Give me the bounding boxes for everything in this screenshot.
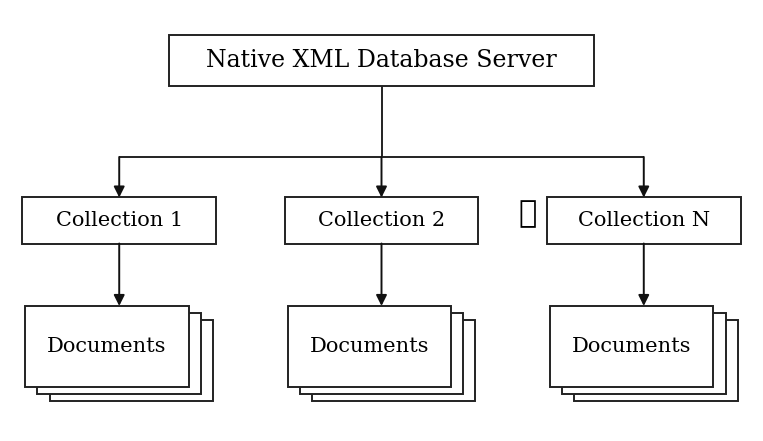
FancyBboxPatch shape xyxy=(547,198,741,243)
FancyBboxPatch shape xyxy=(22,198,216,243)
Text: Collection 2: Collection 2 xyxy=(318,211,445,230)
FancyBboxPatch shape xyxy=(550,306,713,387)
FancyBboxPatch shape xyxy=(285,198,478,243)
FancyBboxPatch shape xyxy=(312,320,475,401)
FancyBboxPatch shape xyxy=(25,306,188,387)
FancyBboxPatch shape xyxy=(169,35,594,86)
Text: Documents: Documents xyxy=(571,337,691,356)
FancyBboxPatch shape xyxy=(288,306,451,387)
Text: Collection 1: Collection 1 xyxy=(56,211,183,230)
Text: ⋯: ⋯ xyxy=(518,198,536,229)
FancyBboxPatch shape xyxy=(562,313,726,394)
FancyBboxPatch shape xyxy=(575,320,738,401)
Text: Documents: Documents xyxy=(47,337,167,356)
Text: Documents: Documents xyxy=(310,337,429,356)
FancyBboxPatch shape xyxy=(37,313,201,394)
FancyBboxPatch shape xyxy=(50,320,213,401)
FancyBboxPatch shape xyxy=(300,313,463,394)
Text: Native XML Database Server: Native XML Database Server xyxy=(206,49,557,72)
Text: Collection N: Collection N xyxy=(578,211,710,230)
